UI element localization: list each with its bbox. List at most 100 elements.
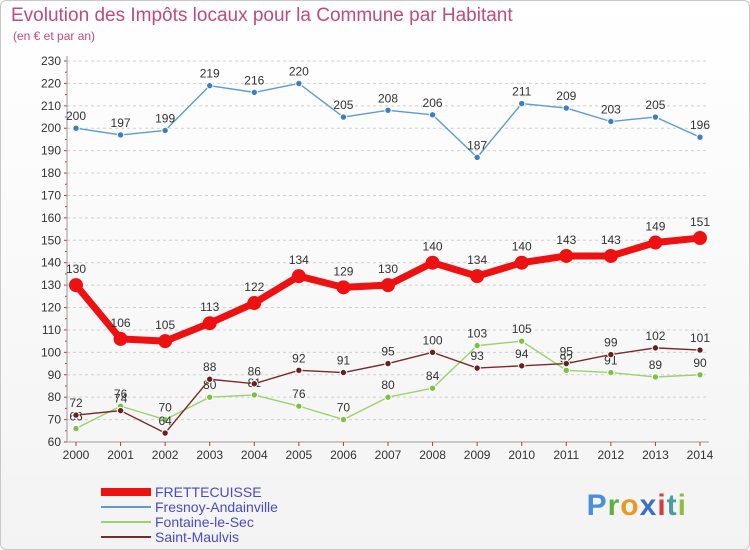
data-point bbox=[470, 269, 485, 284]
y-tick-label: 140 bbox=[41, 256, 61, 270]
data-point bbox=[381, 278, 395, 293]
x-tick-label: 2006 bbox=[330, 448, 357, 462]
data-point bbox=[562, 359, 570, 368]
data-label: 103 bbox=[467, 327, 487, 341]
data-point bbox=[295, 79, 303, 88]
data-label: 80 bbox=[203, 378, 217, 392]
data-point bbox=[562, 366, 570, 374]
data-label: 74 bbox=[114, 392, 128, 406]
data-label: 122 bbox=[244, 280, 264, 294]
data-label: 92 bbox=[292, 351, 306, 365]
y-tick-label: 180 bbox=[41, 166, 61, 180]
data-point bbox=[291, 269, 306, 284]
data-label: 105 bbox=[512, 322, 532, 336]
data-point bbox=[72, 411, 80, 419]
legend-swatch bbox=[101, 536, 151, 538]
data-point bbox=[250, 88, 258, 97]
x-tick-label: 2009 bbox=[464, 448, 491, 462]
data-label: 199 bbox=[155, 111, 175, 125]
legend-label: FRETTECUISSE bbox=[155, 484, 262, 500]
data-label: 205 bbox=[645, 98, 665, 112]
data-label: 151 bbox=[690, 215, 710, 229]
y-tick-label: 220 bbox=[41, 76, 61, 90]
data-point bbox=[607, 368, 615, 377]
data-point bbox=[696, 346, 704, 354]
data-label: 99 bbox=[604, 336, 618, 350]
data-label: 208 bbox=[378, 91, 398, 105]
data-label: 86 bbox=[248, 365, 262, 379]
x-tick-label: 2013 bbox=[642, 448, 669, 462]
x-tick-label: 2002 bbox=[152, 448, 179, 462]
data-label: 203 bbox=[601, 103, 621, 117]
legend-item: Fresnoy-Andainville bbox=[101, 499, 341, 515]
y-tick-label: 90 bbox=[48, 368, 62, 382]
data-label: 95 bbox=[381, 345, 395, 359]
legend-label: Saint-Maulvis bbox=[155, 529, 240, 545]
x-tick-label: 2005 bbox=[286, 448, 313, 462]
legend-swatch bbox=[101, 521, 151, 523]
data-label: 84 bbox=[426, 369, 440, 383]
logo-letter: t bbox=[666, 489, 678, 522]
data-label: 200 bbox=[66, 109, 86, 123]
data-label: 93 bbox=[470, 349, 484, 363]
data-label: 105 bbox=[155, 318, 175, 332]
data-label: 130 bbox=[66, 262, 86, 276]
data-point bbox=[696, 371, 704, 379]
legend-item: FRETTECUISSE bbox=[101, 484, 341, 500]
y-tick-label: 80 bbox=[48, 390, 62, 404]
data-point bbox=[161, 429, 169, 437]
data-point bbox=[161, 415, 169, 424]
data-label: 89 bbox=[649, 358, 663, 372]
data-point bbox=[648, 235, 663, 250]
data-label: 196 bbox=[690, 118, 710, 132]
logo-letter: x bbox=[639, 489, 658, 522]
data-label: 64 bbox=[158, 414, 172, 428]
data-label: 220 bbox=[289, 64, 309, 78]
data-label: 187 bbox=[467, 138, 487, 152]
legend-label: Fresnoy-Andainville bbox=[155, 499, 278, 515]
logo-letter: o bbox=[620, 489, 640, 522]
legend-label: Fontaine-le-Sec bbox=[155, 514, 254, 530]
data-label: 91 bbox=[337, 354, 351, 368]
data-label: 90 bbox=[693, 356, 707, 370]
data-label: 143 bbox=[556, 233, 576, 247]
data-point bbox=[651, 344, 660, 352]
data-point bbox=[247, 296, 262, 311]
data-label: 92 bbox=[560, 351, 574, 365]
data-label: 197 bbox=[111, 116, 131, 130]
data-point bbox=[651, 373, 660, 381]
y-tick-label: 210 bbox=[41, 99, 61, 113]
data-label: 219 bbox=[200, 67, 220, 81]
y-tick-label: 190 bbox=[41, 144, 61, 158]
x-tick-label: 2000 bbox=[63, 448, 90, 462]
data-point bbox=[250, 380, 258, 388]
data-point bbox=[206, 81, 214, 90]
data-point bbox=[428, 111, 437, 119]
data-label: 70 bbox=[337, 401, 351, 415]
data-point bbox=[72, 124, 80, 132]
data-point bbox=[693, 231, 707, 246]
y-tick-label: 60 bbox=[48, 435, 62, 449]
data-point bbox=[562, 104, 570, 112]
data-point bbox=[514, 255, 529, 270]
data-point bbox=[72, 424, 80, 433]
data-label: 140 bbox=[423, 240, 443, 254]
data-point bbox=[473, 341, 481, 350]
data-point bbox=[384, 106, 392, 115]
legend-item: Saint-Maulvis bbox=[101, 529, 341, 545]
proxiti-logo: Proxiti bbox=[587, 489, 687, 523]
data-label: 143 bbox=[601, 233, 621, 247]
data-point bbox=[428, 384, 437, 392]
x-tick-label: 2014 bbox=[687, 448, 714, 462]
data-label: 205 bbox=[333, 98, 353, 112]
data-label: 70 bbox=[158, 401, 172, 415]
data-label: 88 bbox=[203, 360, 217, 374]
data-point bbox=[202, 316, 217, 331]
legend-swatch bbox=[101, 506, 151, 508]
data-label: 209 bbox=[556, 89, 576, 103]
data-label: 95 bbox=[560, 345, 574, 359]
data-point bbox=[696, 133, 704, 141]
data-label: 80 bbox=[381, 378, 395, 392]
data-label: 76 bbox=[114, 387, 128, 401]
